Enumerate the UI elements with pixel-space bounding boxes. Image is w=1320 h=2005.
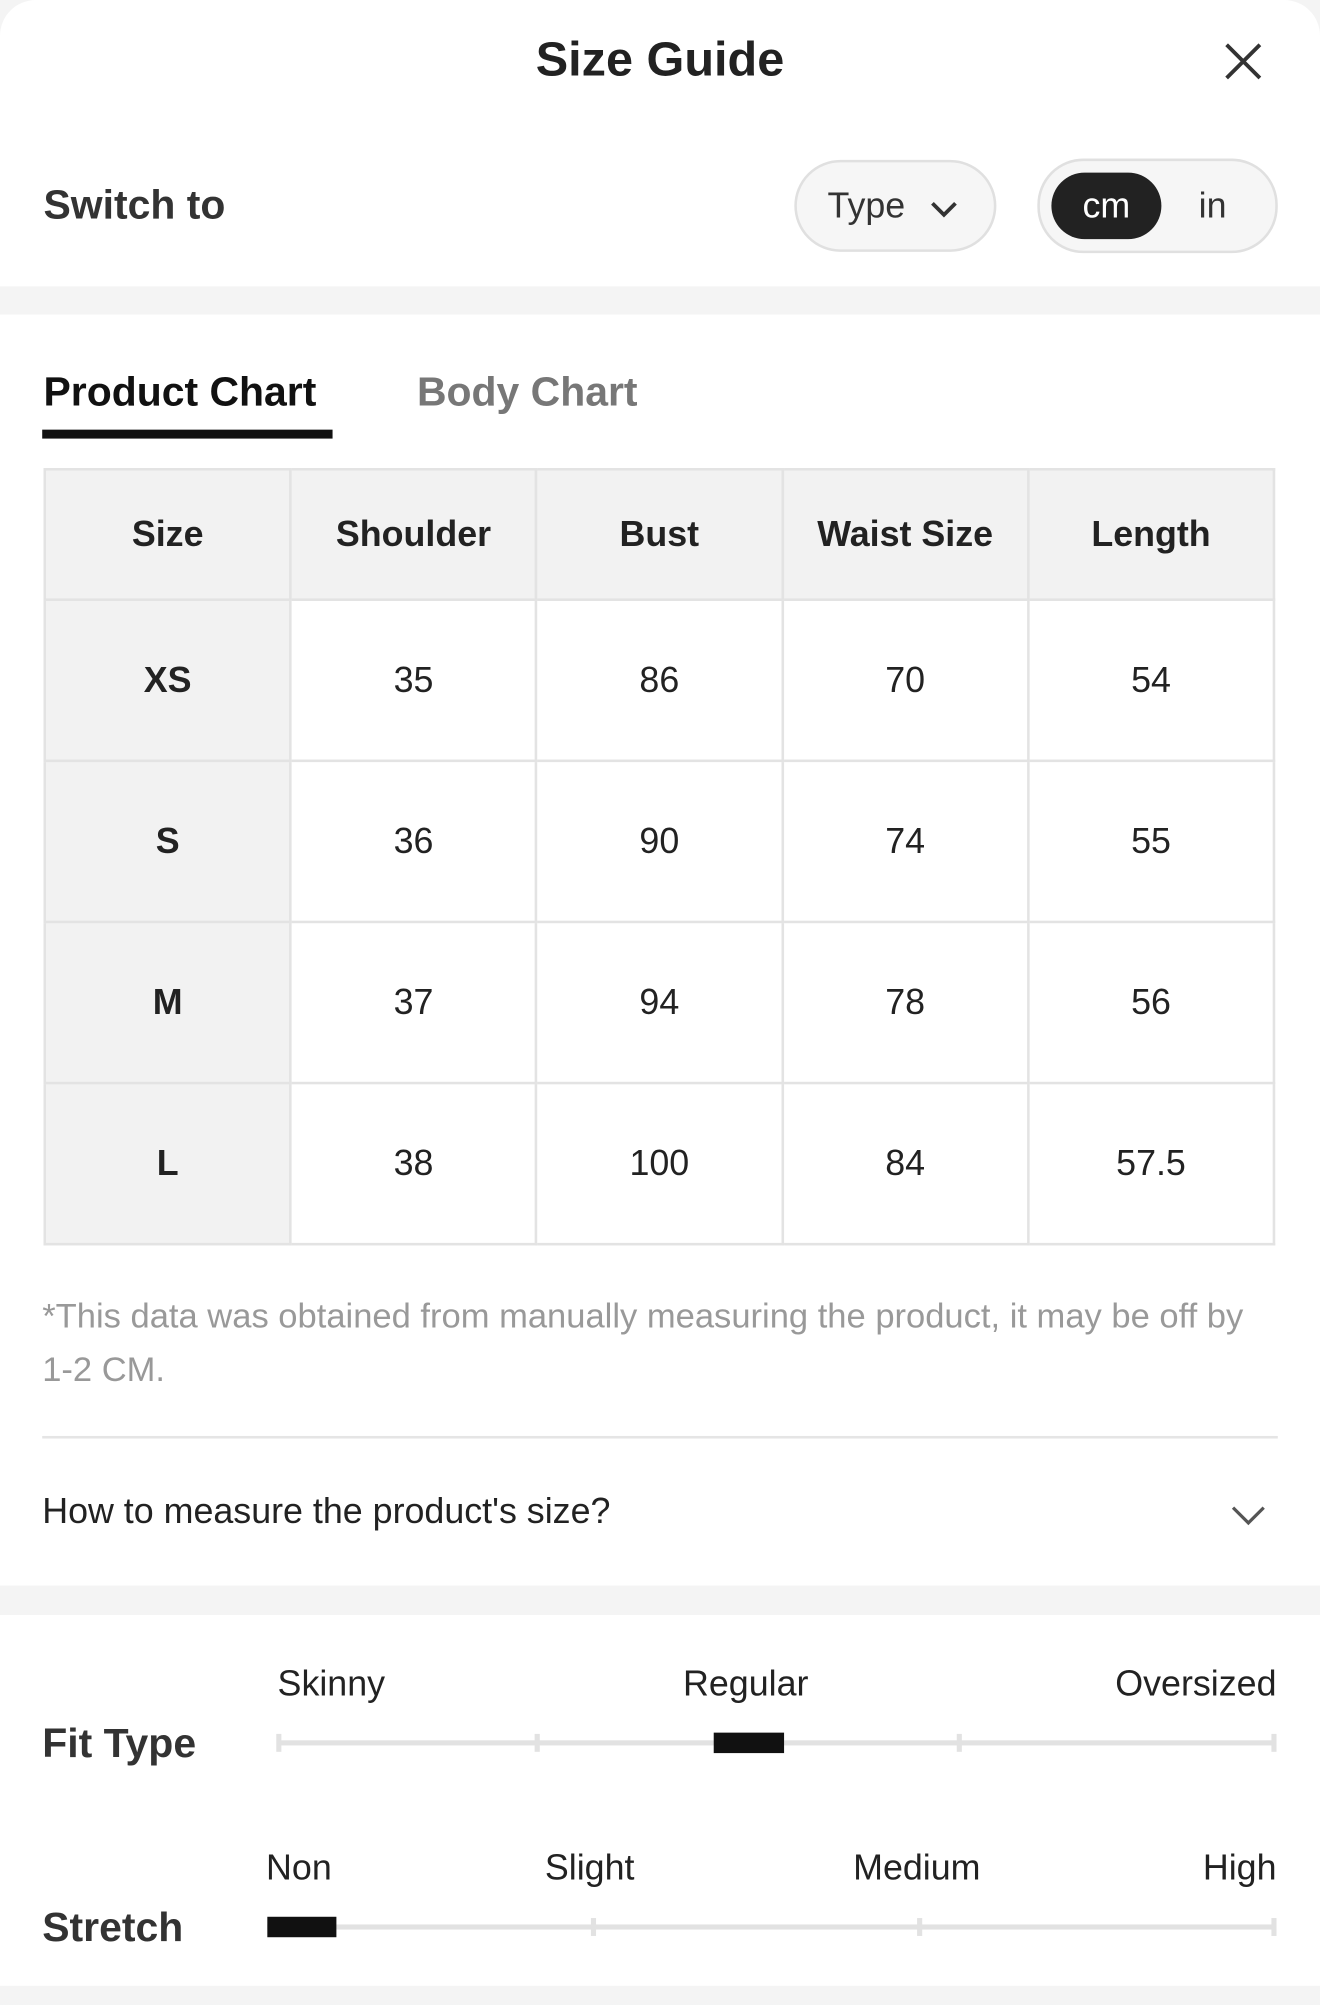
unit-cm[interactable]: cm (1051, 172, 1162, 240)
notch (956, 1733, 962, 1752)
value-cell: 35 (289, 598, 538, 763)
notch (534, 1733, 540, 1752)
fit-scale-label: Skinny (277, 1663, 386, 1704)
type-dropdown[interactable]: Type (794, 159, 997, 252)
stretch-scale-label: High (1202, 1847, 1277, 1888)
header-cell: Length (1026, 468, 1276, 601)
value-cell: 100 (535, 1081, 784, 1246)
value-cell: 57.5 (1026, 1081, 1276, 1246)
value-cell: 38 (289, 1081, 538, 1246)
faq-question[interactable]: How to measure the product's size? (42, 1490, 611, 1531)
divider (42, 1435, 1278, 1439)
stretch-scale-label: Slight (544, 1847, 635, 1888)
title: Size Guide (535, 33, 785, 87)
stretch-scale-label: Medium (853, 1847, 981, 1888)
value-cell: 70 (780, 598, 1030, 763)
value-cell: 78 (780, 920, 1030, 1085)
expand-icon[interactable] (1230, 1504, 1266, 1527)
notch (917, 1918, 923, 1936)
value-cell: 36 (289, 759, 538, 924)
table-row: L 38 100 84 57.5 (43, 1081, 1276, 1246)
size-cell: M (43, 920, 292, 1085)
value-cell: 84 (780, 1081, 1030, 1246)
tab-underline (42, 429, 333, 439)
unit-toggle: cm in (1037, 158, 1278, 254)
notch (590, 1918, 597, 1936)
size-cell: XS (43, 598, 292, 763)
stretch-scale-label: Non (266, 1847, 332, 1888)
value-cell: 90 (535, 759, 784, 924)
note: *This data was obtained from manually me… (42, 1296, 1244, 1389)
value-cell: 54 (1026, 598, 1276, 763)
header-panel: Size Guide Switch to Type cm in (0, 0, 1320, 287)
value-cell: 86 (535, 598, 784, 763)
notch (276, 1733, 282, 1752)
size-table: Size Shoulder Bust Waist Size Length XS 35 86 70… (43, 468, 1276, 1246)
header-cell: Bust (535, 468, 784, 601)
fit-indicator (713, 1732, 785, 1754)
stretch-track (267, 1924, 1277, 1930)
fit-type-label: Fit Type (42, 1719, 197, 1766)
tab-body[interactable]: Body Chart (416, 368, 638, 415)
value-cell: 74 (780, 759, 1030, 924)
header-row: Size Shoulder Bust Waist Size Length (43, 468, 1276, 601)
tab-product[interactable]: Product Chart (43, 368, 317, 415)
value-cell: 37 (289, 920, 538, 1085)
notch (1271, 1918, 1277, 1936)
table-row: M 37 94 78 56 (43, 920, 1276, 1085)
close-button[interactable] (1223, 41, 1264, 82)
header-cell: Shoulder (289, 468, 538, 601)
fit-scale-label: Oversized (1115, 1663, 1277, 1704)
header-cell: Size (43, 468, 292, 601)
switch-label: Switch to (43, 181, 226, 228)
table-row: XS 35 86 70 54 (43, 598, 1276, 763)
stretch-indicator (267, 1916, 337, 1938)
dropdown-icon (931, 201, 957, 218)
header-cell: Waist Size (780, 468, 1030, 601)
size-cell: L (43, 1081, 292, 1246)
unit-in[interactable]: in (1198, 185, 1227, 226)
fit-scale-label: Regular (683, 1663, 809, 1704)
table-row: S 36 90 74 55 (43, 759, 1276, 924)
size-cell: S (43, 759, 292, 924)
fit-panel: Fit Type Skinny Regular Oversized Stretc… (0, 1614, 1320, 1986)
value-cell: 94 (535, 920, 784, 1085)
notch (1271, 1733, 1277, 1752)
value-cell: 56 (1026, 920, 1276, 1085)
value-cell: 55 (1026, 759, 1276, 924)
stretch-label: Stretch (42, 1903, 184, 1951)
type-label: Type (827, 185, 906, 226)
